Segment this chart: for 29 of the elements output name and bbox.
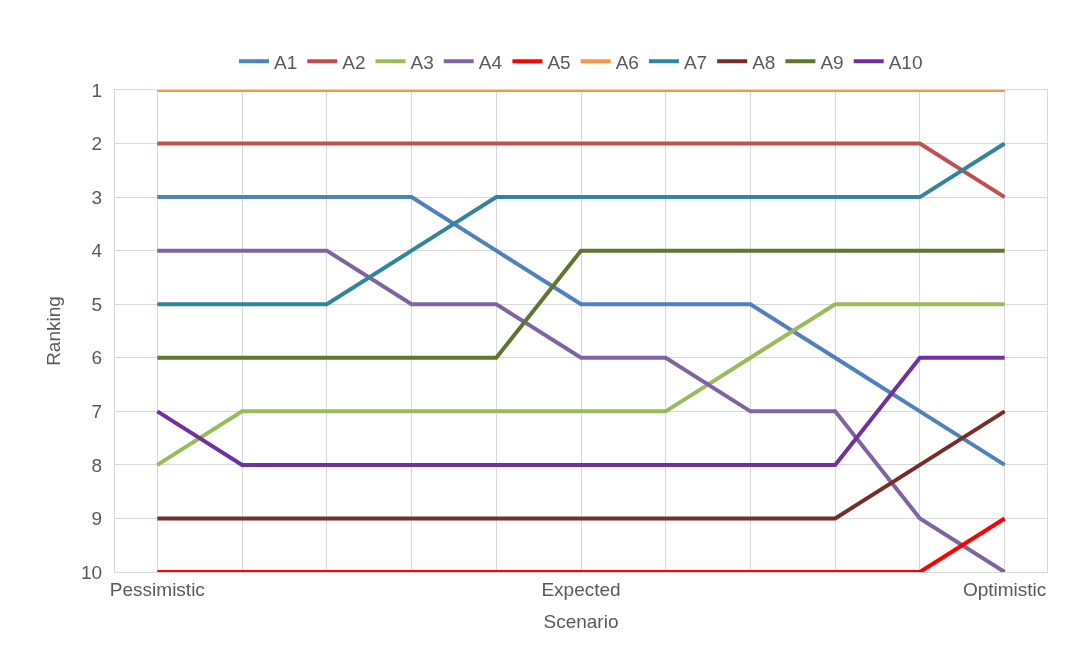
y-tick-label: 9 [91, 508, 103, 530]
legend-label: A3 [410, 51, 434, 73]
legend-label: A7 [683, 51, 708, 73]
y-tick-label: 4 [91, 240, 103, 262]
line-series [155, 302, 1007, 467]
line-series [155, 195, 1007, 467]
legend-label: A6 [615, 51, 639, 73]
y-tick-label: 5 [91, 293, 103, 315]
legend-label: A8 [752, 51, 776, 73]
x-tick-label: Pessimistic [109, 578, 205, 600]
y-tick-label: 6 [91, 347, 103, 369]
x-axis-title: Scenario [543, 610, 619, 632]
y-tick-label: 2 [91, 133, 103, 155]
y-tick-label: 10 [81, 561, 103, 583]
x-tick-label: Expected [541, 578, 621, 600]
x-tick-label: Optimistic [962, 578, 1047, 600]
y-axis-title: Ranking [42, 296, 64, 366]
legend-label: A1 [274, 51, 298, 73]
legend-label: A4 [478, 51, 503, 73]
legend-label: A10 [888, 51, 923, 73]
legend-label: A9 [820, 51, 844, 73]
legend-label: A2 [342, 51, 366, 73]
line-series [155, 141, 1007, 307]
y-tick-label: 8 [91, 454, 103, 476]
y-tick-label: 7 [91, 400, 103, 422]
line-series [155, 248, 1007, 572]
legend-label: A5 [547, 51, 571, 73]
y-tick-label: 1 [91, 79, 103, 101]
y-tick-label: 3 [91, 186, 103, 208]
